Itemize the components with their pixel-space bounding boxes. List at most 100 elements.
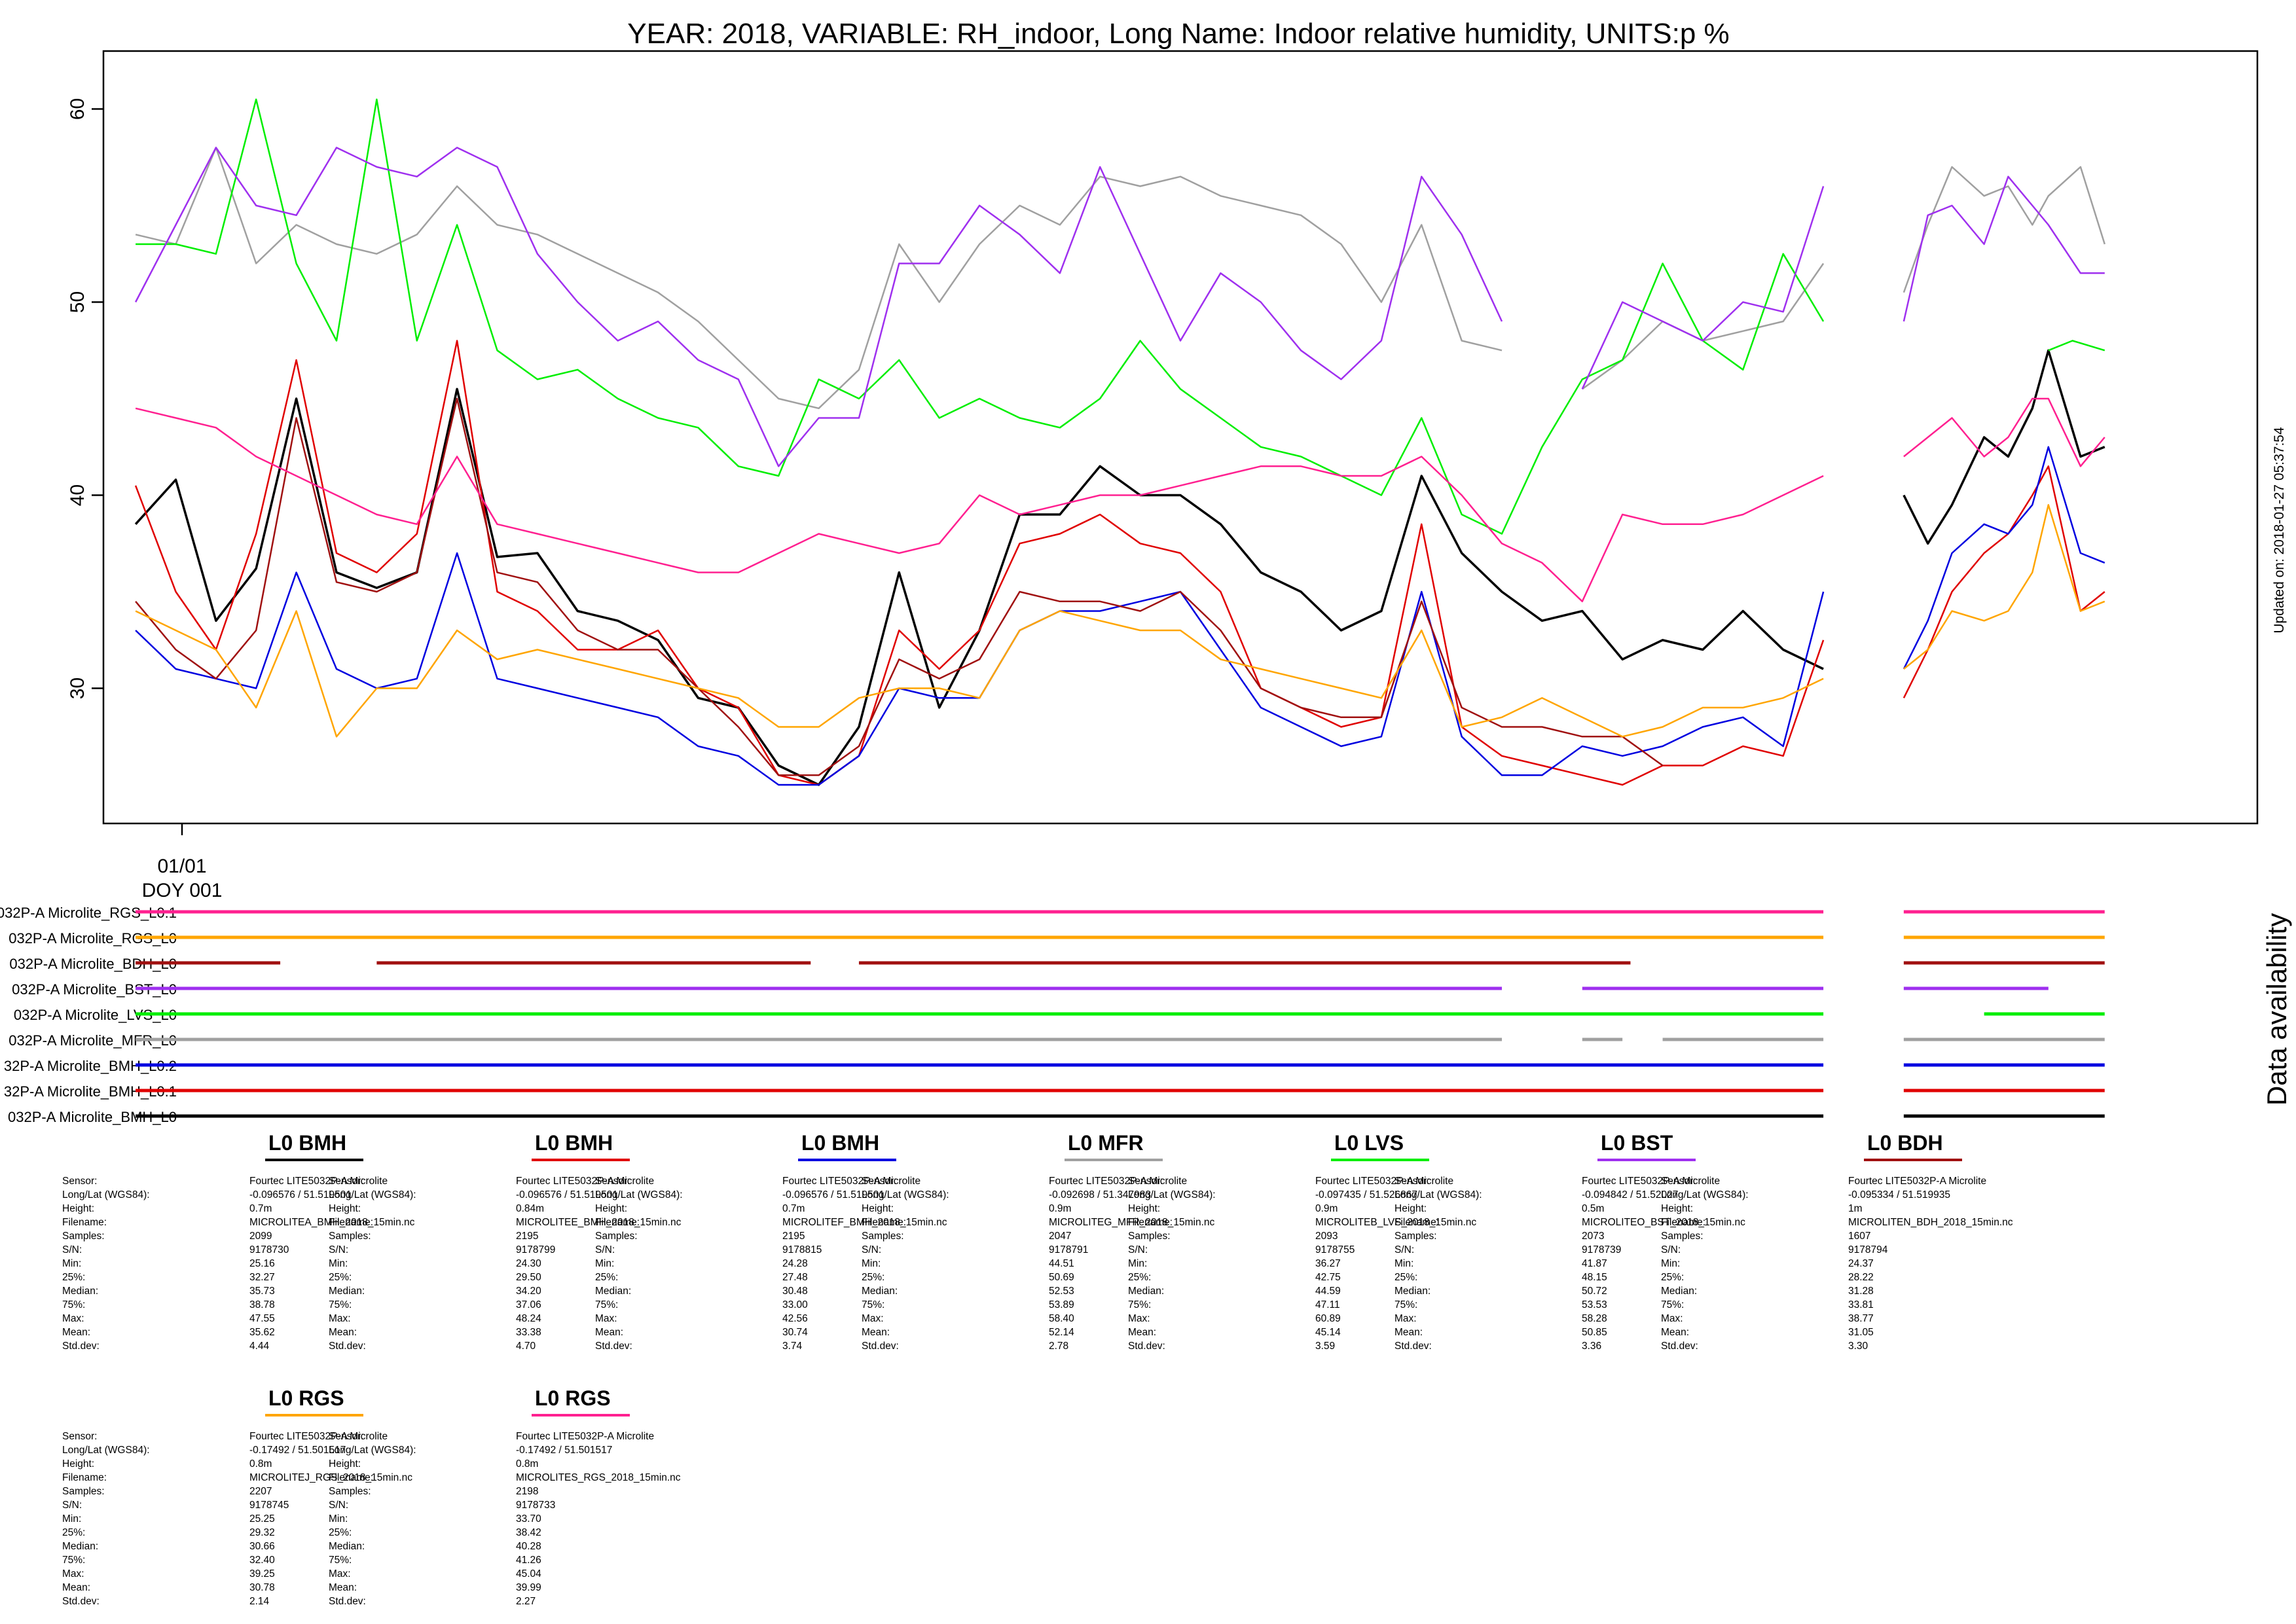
stats-value: -0.17492 / 51.501517 — [516, 1445, 613, 1456]
stats-value: 33.38 — [516, 1327, 541, 1338]
stats-row: Mean: 33.38 — [329, 1326, 681, 1339]
stats-row: 25%: 42.75 — [1128, 1271, 1476, 1284]
stats-row: Median: 31.28 — [1661, 1284, 2013, 1298]
y-tick-label: 40 — [67, 484, 88, 506]
stats-label: Median: — [62, 1541, 99, 1552]
stats-label: Median: — [595, 1286, 632, 1297]
stats-value: 32.27 — [249, 1272, 275, 1283]
series-line-1-1 — [1903, 465, 2105, 698]
stats-label: 75%: — [595, 1299, 619, 1310]
stats-label: Sensor: — [595, 1176, 630, 1187]
stats-label: S/N: — [329, 1244, 349, 1255]
stats-row: Std.dev: 3.30 — [1661, 1339, 2013, 1353]
stats-value: Fourtec LITE5032P-A Microlite — [1049, 1176, 1188, 1187]
stats-value: 0.84m — [516, 1203, 545, 1214]
stats-value: 29.50 — [516, 1272, 541, 1283]
stats-label: Mean: — [329, 1582, 357, 1593]
stats-value: 0.8m — [516, 1458, 539, 1470]
series-line-8-0 — [135, 407, 1824, 603]
stats-value: 3.74 — [782, 1341, 803, 1352]
stats-label: Std.dev: — [1661, 1341, 1698, 1352]
stats-row: Height: 0.7m — [62, 1202, 414, 1216]
stats-value: 31.05 — [1848, 1327, 1874, 1338]
stats-row: Median: 44.59 — [1128, 1284, 1476, 1298]
stats-value: 9178791 — [1049, 1244, 1089, 1255]
stats-row: Sensor: Fourtec LITE5032P-A Microlite — [62, 1430, 412, 1443]
stats-label: Filename: — [1661, 1217, 1706, 1228]
stats-panel-swatch — [265, 1159, 363, 1161]
stats-value: -0.096576 / 51.519501 — [516, 1189, 618, 1200]
stats-value: 2207 — [249, 1486, 272, 1497]
stats-row: Sensor: Fourtec LITE5032P-A Microlite — [595, 1174, 947, 1188]
stats-panel-swatch — [265, 1414, 363, 1416]
stats-label: Sensor: — [329, 1431, 364, 1442]
stats-row: Sensor: Fourtec LITE5032P-A Microlite — [862, 1174, 1214, 1188]
stats-row: Long/Lat (WGS84): -0.095334 / 51.519935 — [1661, 1188, 2013, 1202]
stats-panel-title: L0 BST — [1601, 1131, 1673, 1155]
stats-row: Min: 24.28 — [595, 1257, 947, 1271]
stats-value: 39.25 — [249, 1568, 275, 1579]
stats-panel-swatch — [798, 1159, 896, 1161]
stats-row: 75%: 47.11 — [1128, 1298, 1476, 1312]
stats-panel-swatch — [532, 1159, 630, 1161]
stats-label: Long/Lat (WGS84): — [62, 1445, 150, 1456]
stats-row: Height: 0.7m — [595, 1202, 947, 1216]
stats-value: 39.99 — [516, 1582, 541, 1593]
stats-panel-title: L0 RGS — [268, 1386, 344, 1410]
stats-value: MICROLITEB_LVS_2018_15min.nc — [1315, 1217, 1477, 1228]
stats-value: 2198 — [516, 1486, 539, 1497]
stats-value: Fourtec LITE5032P-A Microlite — [1315, 1176, 1454, 1187]
stats-label: Height: — [1128, 1203, 1161, 1214]
stats-value: 44.59 — [1315, 1286, 1341, 1297]
stats-value: 58.40 — [1049, 1313, 1074, 1324]
series-line-0-0 — [134, 388, 1824, 786]
stats-label: Height: — [1661, 1203, 1694, 1214]
stats-row: 75%: 32.40 — [62, 1553, 412, 1567]
stats-row: Samples: 2207 — [62, 1485, 412, 1498]
stats-value: 50.85 — [1582, 1327, 1607, 1338]
stats-value: 2.27 — [516, 1596, 536, 1607]
stats-row: Median: 35.73 — [62, 1284, 414, 1298]
stats-label: Long/Lat (WGS84): — [1128, 1189, 1216, 1200]
stats-label: Max: — [62, 1313, 84, 1324]
series-line-5-1 — [1581, 186, 1825, 389]
stats-label: Std.dev: — [595, 1341, 632, 1352]
stats-label: Max: — [1394, 1313, 1417, 1324]
stats-label: Min: — [62, 1513, 82, 1525]
series-line-3-1 — [1582, 262, 1825, 390]
stats-value: 28.22 — [1848, 1272, 1874, 1283]
series-line-7-1 — [1903, 504, 2105, 670]
stats-value: 35.73 — [249, 1286, 275, 1297]
stats-label: Std.dev: — [62, 1341, 100, 1352]
stats-value: 9178794 — [1848, 1244, 1888, 1255]
stats-row: Height: 0.9m — [1128, 1202, 1476, 1216]
stats-value: MICROLITEO_BST_2018_15min.nc — [1582, 1217, 1745, 1228]
stats-row: Filename: MICROLITEG_MFR_2018_15min.nc — [862, 1216, 1214, 1229]
stats-label: S/N: — [1661, 1244, 1681, 1255]
stats-row: Max: 42.56 — [595, 1312, 947, 1326]
stats-row: Sensor: Fourtec LITE5032P-A Microlite — [329, 1174, 681, 1188]
stats-panel-title: L0 BMH — [801, 1131, 880, 1155]
stats-label: Long/Lat (WGS84): — [329, 1445, 416, 1456]
stats-value: 50.72 — [1582, 1286, 1607, 1297]
stats-value: Fourtec LITE5032P-A Microlite — [1582, 1176, 1721, 1187]
stats-row: 25%: 27.48 — [595, 1271, 947, 1284]
stats-label: Height: — [862, 1203, 894, 1214]
stats-label: Samples: — [1661, 1231, 1704, 1242]
stats-label: Sensor: — [62, 1176, 98, 1187]
stats-row: Long/Lat (WGS84): -0.094842 / 51.52027 — [1394, 1188, 1745, 1202]
stats-value: MICROLITEE_BMH_2018_15min.nc — [516, 1217, 682, 1228]
stats-value: 3.59 — [1315, 1341, 1336, 1352]
stats-value: 27.48 — [782, 1272, 808, 1283]
stats-row: Std.dev: 2.27 — [329, 1595, 681, 1608]
stats-label: Height: — [329, 1458, 361, 1470]
stats-label: Samples: — [329, 1231, 371, 1242]
x-tick-label-doy: DOY 001 — [142, 880, 223, 901]
stats-label: S/N: — [62, 1500, 82, 1511]
plot-frame — [102, 50, 2259, 825]
stats-value: 32.40 — [249, 1555, 275, 1566]
stats-label: Median: — [1661, 1286, 1698, 1297]
stats-row: Samples: 1607 — [1661, 1229, 2013, 1243]
stats-panel-swatch — [1864, 1159, 1962, 1161]
stats-row: Median: 30.48 — [595, 1284, 947, 1298]
